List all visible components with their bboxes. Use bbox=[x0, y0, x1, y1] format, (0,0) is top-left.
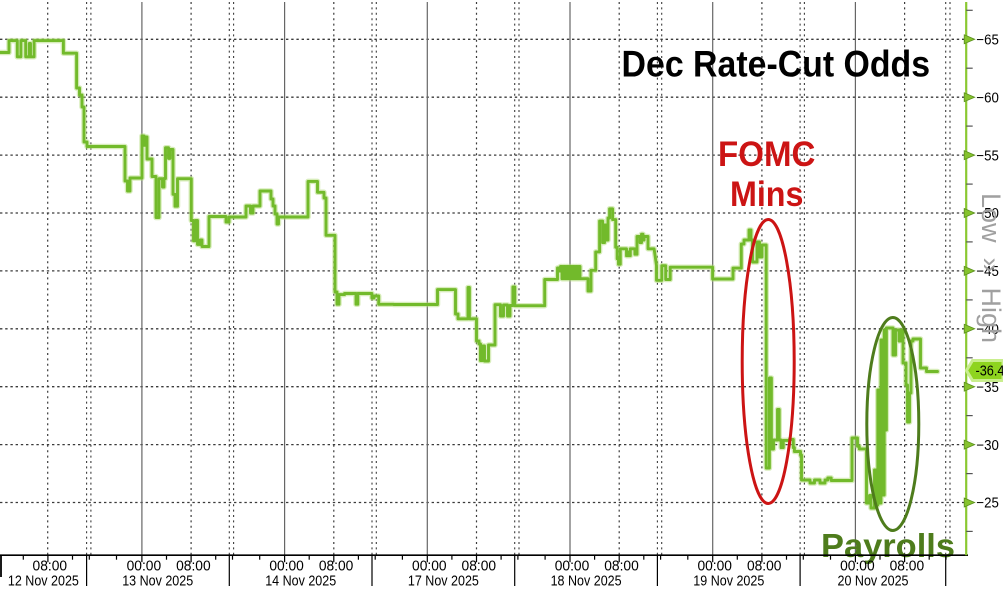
svg-text:−25: −25 bbox=[976, 496, 999, 512]
svg-text:08:00: 08:00 bbox=[33, 559, 68, 575]
svg-text:−55: −55 bbox=[976, 148, 999, 164]
svg-text:20 Nov 2025: 20 Nov 2025 bbox=[838, 574, 909, 587]
svg-text:08:00: 08:00 bbox=[176, 559, 211, 575]
svg-text:08:00: 08:00 bbox=[747, 559, 782, 575]
svg-text:19 Nov 2025: 19 Nov 2025 bbox=[693, 574, 764, 587]
svg-text:13 Nov 2025: 13 Nov 2025 bbox=[122, 574, 193, 587]
svg-text:00:00: 00:00 bbox=[412, 559, 447, 575]
svg-text:−65: −65 bbox=[976, 33, 999, 49]
svg-text:Low » High: Low » High bbox=[976, 193, 1003, 343]
svg-text:17 Nov 2025: 17 Nov 2025 bbox=[408, 574, 479, 587]
svg-text:14 Nov 2025: 14 Nov 2025 bbox=[265, 574, 336, 587]
svg-text:−60: −60 bbox=[976, 90, 999, 106]
svg-text:00:00: 00:00 bbox=[269, 559, 304, 575]
svg-text:FOMC: FOMC bbox=[718, 135, 815, 174]
svg-text:00:00: 00:00 bbox=[555, 559, 590, 575]
svg-text:08:00: 08:00 bbox=[462, 559, 497, 575]
svg-text:−30: −30 bbox=[976, 438, 999, 454]
svg-text:00:00: 00:00 bbox=[840, 559, 875, 575]
svg-text:−35: −35 bbox=[976, 380, 999, 396]
svg-text:18 Nov 2025: 18 Nov 2025 bbox=[551, 574, 622, 587]
svg-text:00:00: 00:00 bbox=[697, 559, 732, 575]
svg-text:Mins: Mins bbox=[730, 175, 804, 214]
svg-text:-36.4: -36.4 bbox=[976, 364, 1003, 380]
svg-text:08:00: 08:00 bbox=[319, 559, 354, 575]
svg-text:08:00: 08:00 bbox=[604, 559, 639, 575]
svg-text:08:00: 08:00 bbox=[890, 559, 925, 575]
svg-text:Dec Rate-Cut Odds: Dec Rate-Cut Odds bbox=[622, 44, 931, 85]
svg-text:12 Nov 2025: 12 Nov 2025 bbox=[8, 574, 79, 587]
svg-text:00:00: 00:00 bbox=[127, 559, 162, 575]
